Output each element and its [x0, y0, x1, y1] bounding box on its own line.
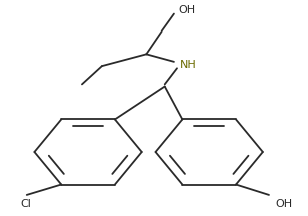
Text: OH: OH [275, 199, 292, 209]
Text: NH: NH [180, 60, 197, 70]
Text: OH: OH [179, 5, 196, 15]
Text: Cl: Cl [21, 199, 31, 209]
